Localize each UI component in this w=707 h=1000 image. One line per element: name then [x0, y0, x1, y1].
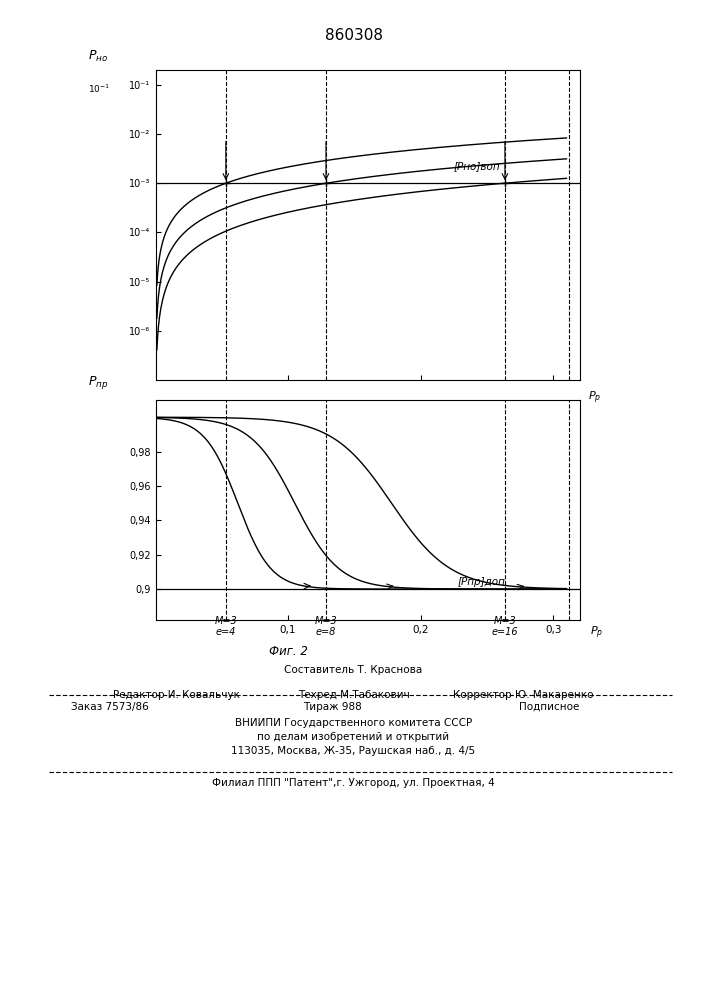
- Text: Составитель Т. Краснова: Составитель Т. Краснова: [284, 665, 423, 675]
- Text: Корректор Ю. Макаренко: Корректор Ю. Макаренко: [453, 690, 594, 700]
- Text: $P_{но}$: $P_{но}$: [88, 49, 108, 64]
- Text: $P_{пр}$: $P_{пр}$: [88, 374, 108, 391]
- Text: [Рпр]доп: [Рпр]доп: [458, 577, 506, 587]
- Text: M=3
e=16: M=3 e=16: [491, 616, 518, 637]
- Text: Филиал ППП "Патент",г. Ужгород, ул. Проектная, 4: Филиал ППП "Патент",г. Ужгород, ул. Прое…: [212, 778, 495, 788]
- Text: Подписное: Подписное: [520, 702, 580, 712]
- Text: Фиг. 2: Фиг. 2: [269, 645, 308, 658]
- Text: $P_р$: $P_р$: [590, 625, 604, 641]
- Text: ВНИИПИ Государственного комитета СССР: ВНИИПИ Государственного комитета СССР: [235, 718, 472, 728]
- Text: M=3
e=8: M=3 e=8: [315, 616, 337, 637]
- Text: $P_р$: $P_р$: [588, 389, 602, 406]
- Text: M=3
e=4: M=3 e=4: [214, 616, 237, 637]
- Text: Тираж 988: Тираж 988: [303, 702, 362, 712]
- Text: Редактор И. Ковальчук: Редактор И. Ковальчук: [113, 690, 240, 700]
- Text: по делам изобретений и открытий: по делам изобретений и открытий: [257, 732, 450, 742]
- Text: Заказ 7573/86: Заказ 7573/86: [71, 702, 148, 712]
- Text: $10^{-1}$: $10^{-1}$: [88, 82, 110, 95]
- Text: [Рно]воп: [Рно]воп: [454, 161, 501, 171]
- Text: Техред М.Табакович: Техред М.Табакович: [298, 690, 409, 700]
- Text: 860308: 860308: [325, 28, 382, 43]
- Text: 113035, Москва, Ж-35, Раушская наб., д. 4/5: 113035, Москва, Ж-35, Раушская наб., д. …: [231, 746, 476, 756]
